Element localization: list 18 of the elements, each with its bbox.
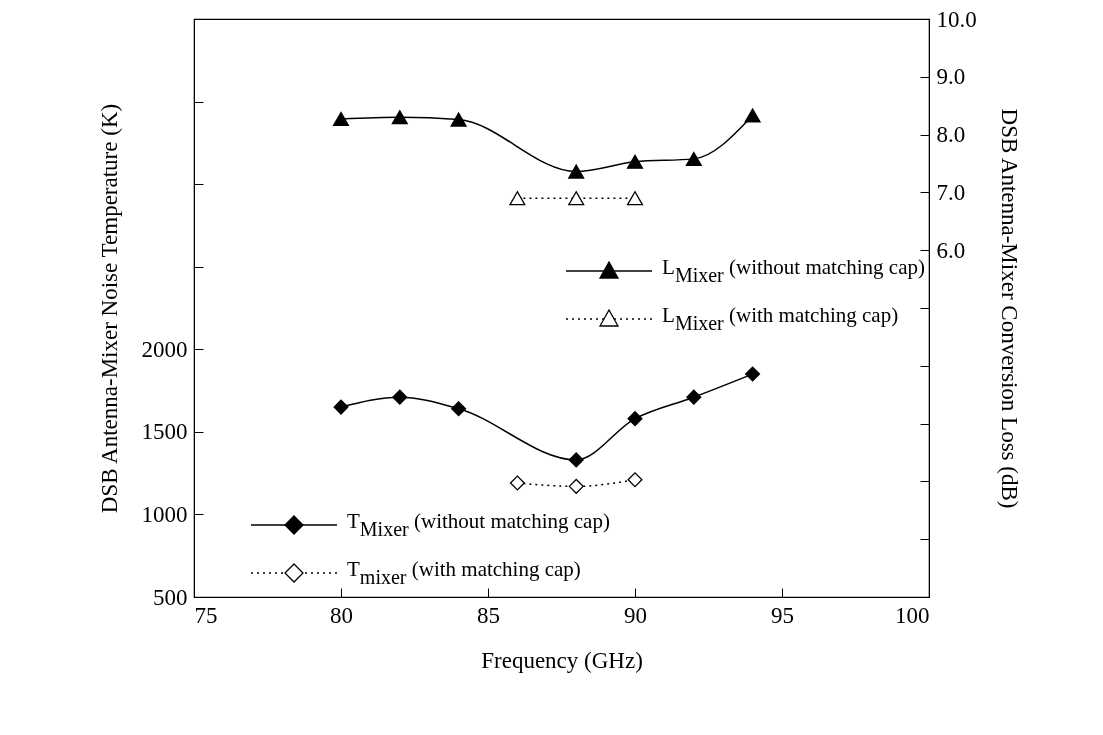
x-tick-label: 100 — [895, 602, 930, 628]
y2-tick-label: 7.0 — [936, 179, 966, 205]
y2-tick-label: 8.0 — [936, 122, 966, 148]
y-axis-title: DSB Antenna-Mixer Noise Temperature (K) — [96, 103, 122, 514]
x-tick-label: 75 — [194, 602, 218, 628]
x-tick-label: 80 — [330, 602, 353, 628]
y-tick-label: 1500 — [141, 419, 188, 445]
y-tick-label: 500 — [153, 584, 188, 610]
y2-tick-label: 9.0 — [936, 64, 966, 90]
x-tick-label: 90 — [624, 602, 647, 628]
y2-axis-title: DSB Antenna-Mixer Conversion Loss (dB) — [996, 108, 1022, 509]
x-axis-title: Frequency (GHz) — [481, 647, 643, 673]
y2-tick-label: 10.0 — [936, 6, 977, 32]
y-tick-label: 2000 — [141, 336, 188, 362]
x-tick-label: 95 — [771, 602, 794, 628]
y-tick-label: 1000 — [141, 501, 188, 527]
x-tick-label: 85 — [477, 602, 500, 628]
y2-tick-label: 6.0 — [936, 237, 966, 263]
